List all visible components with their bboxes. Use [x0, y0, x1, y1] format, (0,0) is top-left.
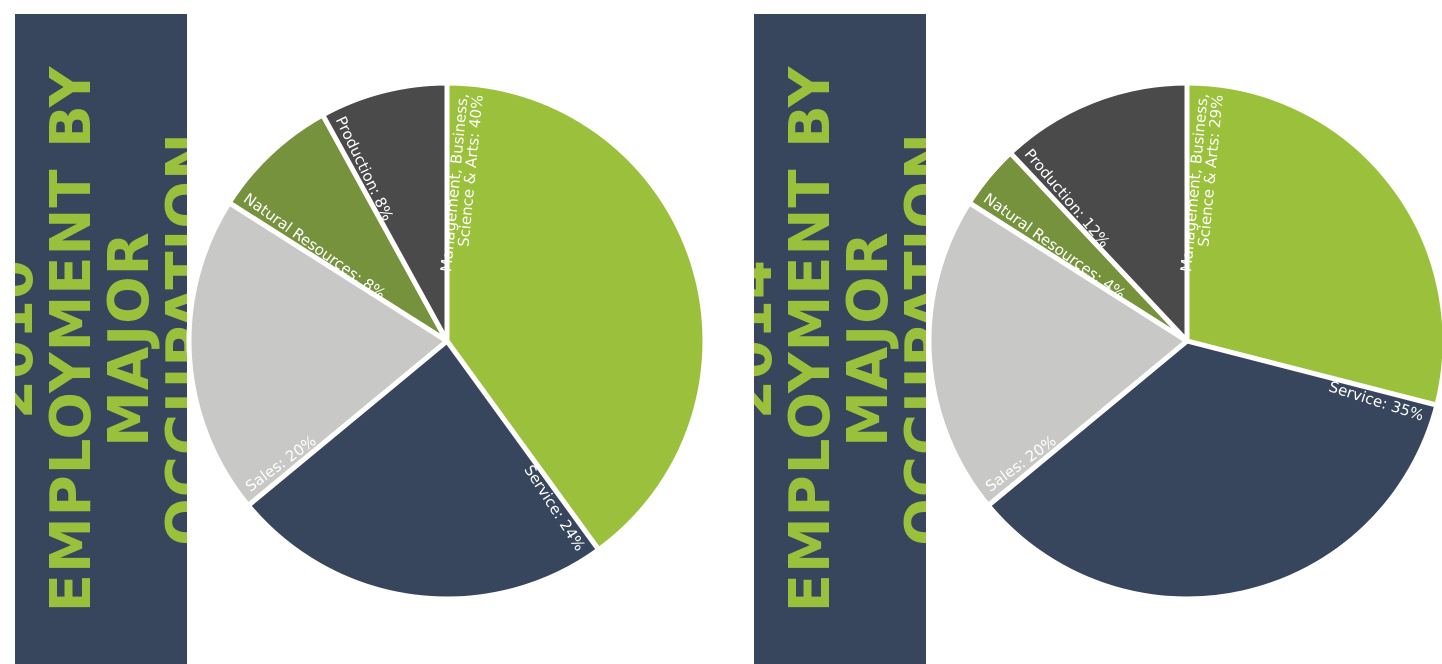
pie-slice-sales-2010: [186, 200, 450, 508]
chart-title-2014: 2014 EMPLOYMENT BY MAJOR OCCUPATION: [754, 65, 926, 613]
pie-slice-management-business-science-arts-2010: [444, 80, 708, 553]
pie-chart-2014: Management, Business,Science & Arts: 29%…: [925, 0, 1442, 664]
pie-chart-2010-svg: Management, Business,Science & Arts: 40%…: [186, 80, 708, 602]
pie-slice-sales-2014: [926, 200, 1190, 508]
pie-chart-2010: Management, Business,Science & Arts: 40%…: [185, 0, 745, 664]
title-panel-2010: 2010 EMPLOYMENT BY MAJOR OCCUPATION: [15, 14, 187, 664]
pie-chart-2014-svg: Management, Business,Science & Arts: 29%…: [926, 80, 1442, 602]
chart-title-2010: 2010 EMPLOYMENT BY MAJOR OCCUPATION: [15, 65, 187, 613]
pie-slice-production-2010: [320, 80, 450, 344]
title-panel-2014: 2014 EMPLOYMENT BY MAJOR OCCUPATION: [754, 14, 926, 664]
pie-slice-service-2010: [245, 338, 602, 602]
pie-slice-service-2014: [985, 338, 1440, 602]
pie-slice-management-business-science-arts-2014: [1184, 80, 1442, 408]
pie-slice-natural-resources-2010: [226, 112, 450, 344]
pie-slice-production-2014: [1007, 80, 1190, 344]
